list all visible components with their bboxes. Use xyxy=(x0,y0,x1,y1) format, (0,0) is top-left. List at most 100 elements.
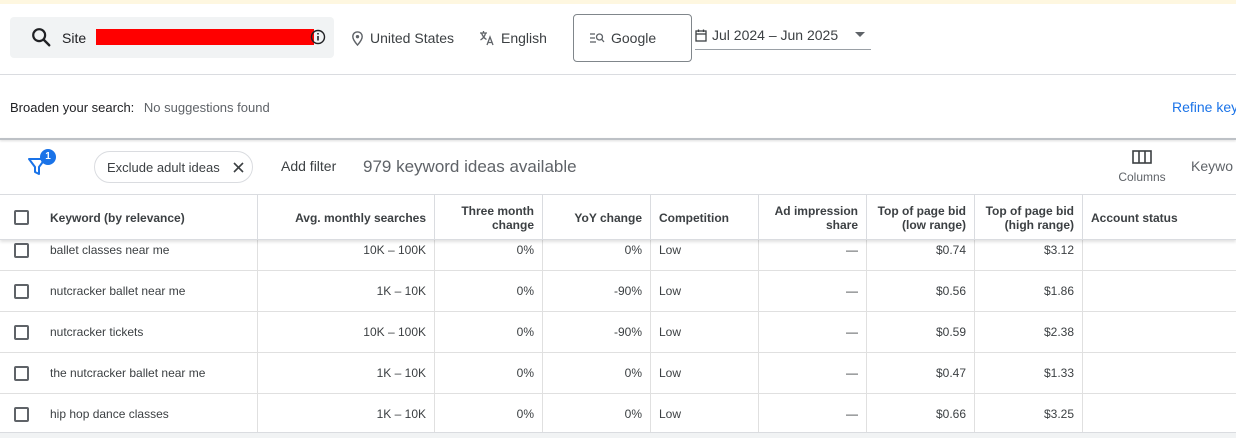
row-checkbox[interactable] xyxy=(14,407,29,422)
search-network-button[interactable]: Google xyxy=(573,14,692,62)
header-bid-high[interactable]: Top of page bid (high range) xyxy=(975,195,1083,240)
header-avg-monthly-searches[interactable]: Avg. monthly searches xyxy=(258,195,435,240)
bid-high-cell: $3.12 xyxy=(975,230,1083,270)
keyword-cell: nutcracker tickets xyxy=(42,312,258,352)
keyword-cell: nutcracker ballet near me xyxy=(42,271,258,311)
header-bid-low[interactable]: Top of page bid (low range) xyxy=(867,195,975,240)
search-icon xyxy=(32,28,51,47)
date-range-selector[interactable]: Jul 2024 – Jun 2025 xyxy=(695,27,871,50)
header-account-status[interactable]: Account status xyxy=(1091,210,1178,225)
table-header: Keyword (by relevance) Avg. monthly sear… xyxy=(0,195,1236,240)
keyword-cell: ballet classes near me xyxy=(42,230,258,270)
table-row[interactable]: nutcracker tickets 10K – 100K 0% -90% Lo… xyxy=(0,312,1236,353)
broaden-value: No suggestions found xyxy=(143,100,270,115)
yoy-cell: 0% xyxy=(543,353,651,393)
table-row[interactable]: nutcracker ballet near me 1K – 10K 0% -9… xyxy=(0,271,1236,312)
header-ad-impression-share[interactable]: Ad impression share xyxy=(759,195,867,240)
avg-searches-cell: 1K – 10K xyxy=(258,271,435,311)
table-row[interactable]: hip hop dance classes 1K – 10K 0% 0% Low… xyxy=(0,394,1236,435)
yoy-cell: -90% xyxy=(543,271,651,311)
row-checkbox[interactable] xyxy=(14,325,29,340)
ad-impression-cell: — xyxy=(759,312,867,352)
filter-chip-label: Exclude adult ideas xyxy=(107,159,220,175)
bid-low-cell: $0.56 xyxy=(867,271,975,311)
header-three-month-change[interactable]: Three month change xyxy=(435,195,543,240)
three-month-cell: 0% xyxy=(435,230,543,270)
add-filter-button[interactable]: Add filter xyxy=(281,158,337,174)
header-divider xyxy=(0,74,1236,75)
row-checkbox[interactable] xyxy=(14,366,29,381)
broaden-label: Broaden your search: xyxy=(10,100,135,115)
account-status-cell xyxy=(1083,394,1236,434)
bid-low-cell: $0.74 xyxy=(867,230,975,270)
keyword-ideas-count: 979 keyword ideas available xyxy=(363,157,577,176)
language-selector[interactable]: English xyxy=(479,28,547,48)
account-status-cell xyxy=(1083,312,1236,352)
translate-icon xyxy=(480,31,494,46)
bid-high-cell: $2.38 xyxy=(975,312,1083,352)
avg-searches-cell: 10K – 100K xyxy=(258,230,435,270)
search-site-text: Site xyxy=(62,30,87,46)
keyword-cell: hip hop dance classes xyxy=(42,394,258,434)
close-icon[interactable] xyxy=(233,161,244,173)
bid-high-cell: $1.86 xyxy=(975,271,1083,311)
competition-cell: Low xyxy=(651,312,759,352)
calendar-icon xyxy=(695,29,707,42)
bid-low-cell: $0.47 xyxy=(867,353,975,393)
ad-impression-cell: — xyxy=(759,394,867,434)
account-status-cell xyxy=(1083,271,1236,311)
row-checkbox[interactable] xyxy=(14,243,29,258)
columns-label: Columns xyxy=(1118,170,1166,184)
header-competition[interactable]: Competition xyxy=(651,195,759,240)
ad-impression-cell: — xyxy=(759,271,867,311)
location-label: United States xyxy=(370,30,455,46)
table-row[interactable]: the nutcracker ballet near me 1K – 10K 0… xyxy=(0,353,1236,394)
filter-button[interactable]: 1 xyxy=(28,149,58,178)
broaden-search-row: Broaden your search: No suggestions foun… xyxy=(10,100,270,115)
date-range-label: Jul 2024 – Jun 2025 xyxy=(712,27,839,43)
select-all-checkbox[interactable] xyxy=(14,210,29,225)
language-label: English xyxy=(501,30,547,46)
row-checkbox[interactable] xyxy=(14,284,29,299)
avg-searches-cell: 1K – 10K xyxy=(258,353,435,393)
top-notice-strip xyxy=(0,0,1236,4)
competition-cell: Low xyxy=(651,230,759,270)
refine-keywords-link[interactable]: Refine key xyxy=(1172,99,1236,115)
ad-impression-cell: — xyxy=(759,353,867,393)
dropdown-arrow-icon xyxy=(855,32,865,37)
yoy-cell: 0% xyxy=(543,230,651,270)
bid-high-cell: $1.33 xyxy=(975,353,1083,393)
bid-low-cell: $0.59 xyxy=(867,312,975,352)
three-month-cell: 0% xyxy=(435,312,543,352)
header-keyword[interactable]: Keyword (by relevance) xyxy=(42,195,258,240)
redaction-bar xyxy=(96,29,314,45)
avg-searches-cell: 1K – 10K xyxy=(258,394,435,434)
location-selector[interactable]: United States xyxy=(351,28,454,48)
ad-impression-cell: — xyxy=(759,230,867,270)
header-yoy-change[interactable]: YoY change xyxy=(543,195,651,240)
keyword-view-button[interactable]: Keywo xyxy=(1191,158,1234,174)
yoy-cell: -90% xyxy=(543,312,651,352)
network-label: Google xyxy=(611,30,657,46)
filter-count-badge: 1 xyxy=(40,149,56,165)
location-pin-icon xyxy=(352,30,363,46)
columns-icon xyxy=(1132,150,1152,164)
competition-cell: Low xyxy=(651,271,759,311)
three-month-cell: 0% xyxy=(435,394,543,434)
filter-chip-exclude-adult[interactable]: Exclude adult ideas xyxy=(94,151,253,183)
account-status-cell xyxy=(1083,353,1236,393)
info-icon[interactable] xyxy=(310,29,326,45)
section-divider xyxy=(0,138,1236,140)
bid-low-cell: $0.66 xyxy=(867,394,975,434)
avg-searches-cell: 10K – 100K xyxy=(258,312,435,352)
bid-high-cell: $3.25 xyxy=(975,394,1083,434)
three-month-cell: 0% xyxy=(435,271,543,311)
site-search-field[interactable]: Site xyxy=(10,17,334,58)
yoy-cell: 0% xyxy=(543,394,651,434)
three-month-cell: 0% xyxy=(435,353,543,393)
search-network-icon xyxy=(590,33,605,43)
table-scroll-edge xyxy=(0,432,1236,438)
columns-button[interactable]: Columns xyxy=(1112,150,1172,190)
competition-cell: Low xyxy=(651,353,759,393)
keyword-cell: the nutcracker ballet near me xyxy=(42,353,258,393)
